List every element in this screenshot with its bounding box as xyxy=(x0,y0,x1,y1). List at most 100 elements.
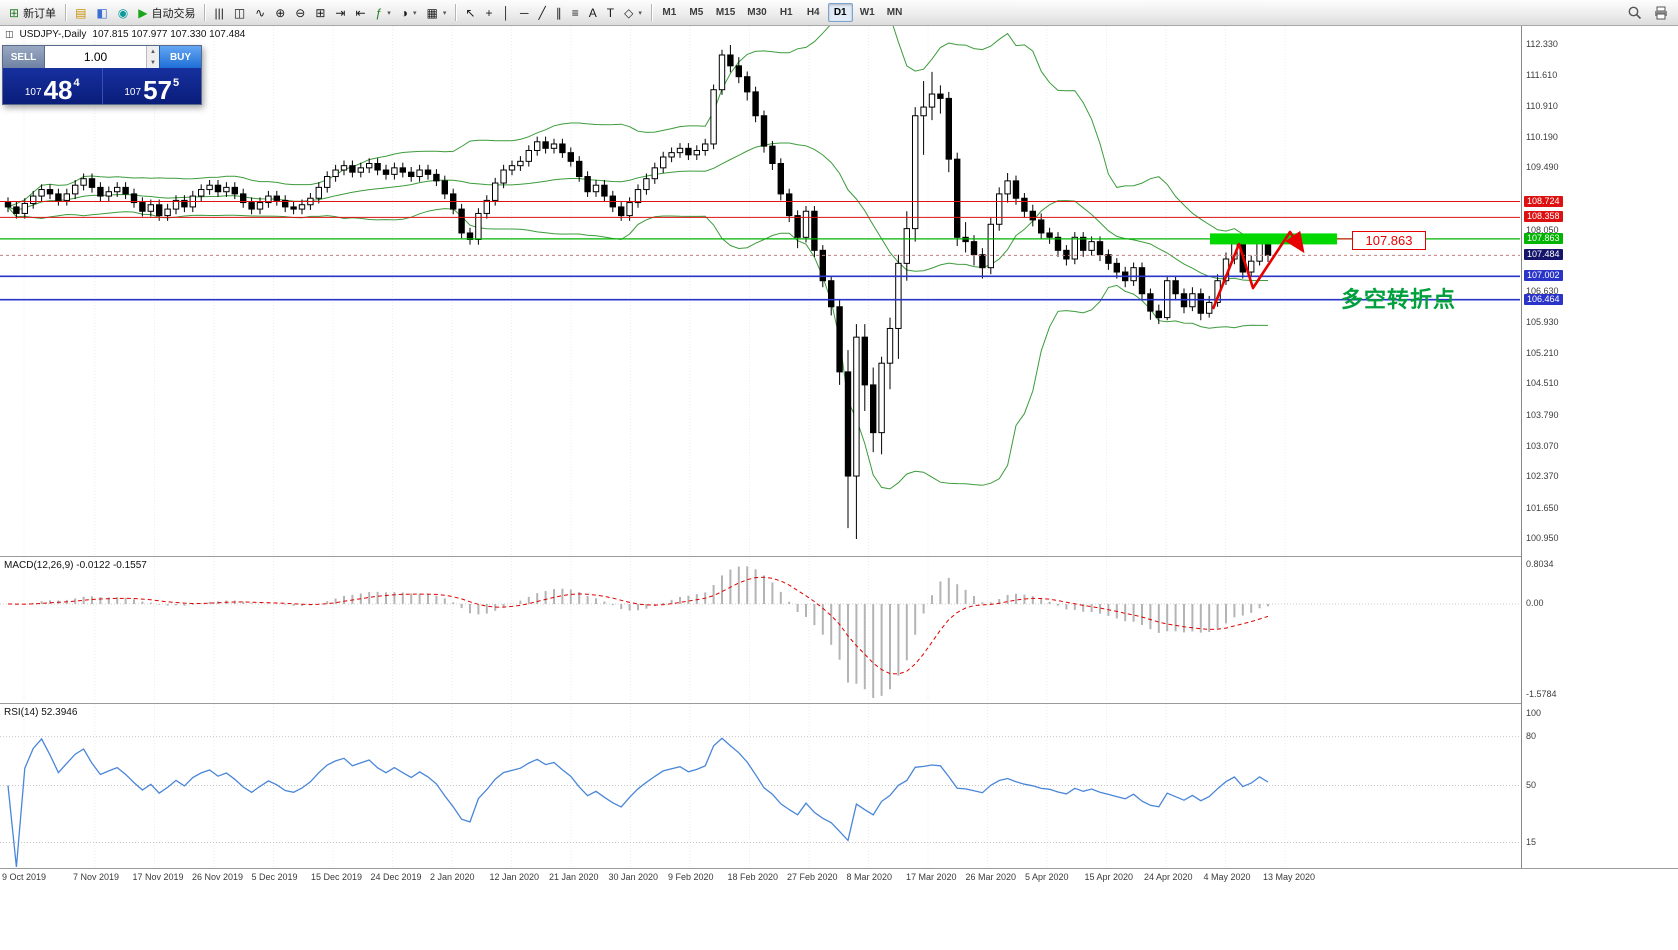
new-chart-button[interactable]: ▤ xyxy=(70,3,91,23)
fibonacci-button[interactable]: ≡ xyxy=(567,3,584,23)
date-axis-label: 21 Jan 2020 xyxy=(549,872,599,882)
horizontal-line-button[interactable]: ─ xyxy=(515,3,534,23)
shapes-icon: ◇ xyxy=(624,5,634,20)
date-axis-label: 4 May 2020 xyxy=(1203,872,1251,882)
volume-stepper[interactable]: ▲ ▼ xyxy=(146,46,159,68)
channel-button[interactable]: ∥ xyxy=(551,3,567,23)
candle xyxy=(996,193,1003,225)
candle xyxy=(937,93,944,99)
rsi-panel[interactable] xyxy=(0,704,1520,867)
date-axis[interactable]: 9 Oct 2019 7 Nov 2019 17 Nov 2019 26 Nov 20… xyxy=(0,870,1520,888)
candle xyxy=(970,241,978,256)
candle xyxy=(290,206,297,210)
chart-shift-icon: ⇤ xyxy=(355,5,366,20)
price-axis-label: 101.650 xyxy=(1526,502,1559,513)
new-order-button[interactable]: ⊞ 新订单 xyxy=(4,3,61,23)
candle xyxy=(668,152,675,158)
candle xyxy=(601,184,608,197)
candle xyxy=(147,204,155,212)
chevron-down-icon: ▾ xyxy=(638,9,642,17)
timeframe-button-M1[interactable]: M1 xyxy=(657,3,682,22)
volume-input[interactable] xyxy=(45,46,146,68)
candle xyxy=(21,202,29,214)
cursor-button[interactable]: ↖ xyxy=(460,3,480,23)
macd-histogram xyxy=(15,566,1269,698)
timeframe-button-MN[interactable]: MN xyxy=(882,3,908,22)
timeframe-button-H1[interactable]: H1 xyxy=(774,3,799,22)
candle xyxy=(592,184,600,193)
vertical-line-button[interactable]: │ xyxy=(497,3,515,23)
indicators-button[interactable]: ƒ ▾ xyxy=(371,3,396,23)
candle xyxy=(223,186,230,193)
price-flag-label[interactable]: 107.863 xyxy=(1352,231,1426,250)
date-axis-label: 5 Dec 2019 xyxy=(251,872,298,882)
panel-separator[interactable] xyxy=(0,703,1678,704)
auto-trading-icon: ▶ xyxy=(138,5,148,20)
candle xyxy=(256,202,264,210)
candle xyxy=(903,228,910,264)
candle xyxy=(324,176,331,188)
sell-button[interactable]: SELL xyxy=(3,46,45,68)
candle xyxy=(534,141,541,151)
candle xyxy=(206,184,213,191)
candle xyxy=(214,184,222,193)
chart-header: ◫ USDJPY-,Daily 107.815 107.977 107.330 … xyxy=(5,29,245,40)
candle xyxy=(1038,219,1045,234)
label-button[interactable]: T xyxy=(602,3,619,23)
candle xyxy=(1113,262,1120,273)
buy-price[interactable]: 107 57 5 xyxy=(102,68,201,104)
market-watch-icon: ◉ xyxy=(117,5,129,20)
tile-windows-icon: ⊞ xyxy=(315,5,326,20)
auto-trading-button[interactable]: ▶ 自动交易 xyxy=(133,3,200,23)
auto-scroll-button[interactable]: ⇥ xyxy=(330,3,350,23)
tile-windows-button[interactable]: ⊞ xyxy=(310,3,330,23)
timeframe-button-M5[interactable]: M5 xyxy=(684,3,709,22)
trendline-button[interactable]: ╱ xyxy=(533,3,550,23)
candle xyxy=(164,208,171,217)
volume-up-icon[interactable]: ▲ xyxy=(147,46,159,57)
main-chart[interactable] xyxy=(0,26,1520,556)
sell-price[interactable]: 107 48 4 xyxy=(3,68,103,104)
auto-trading-label: 自动交易 xyxy=(151,7,196,20)
zoom-out-button[interactable]: ⊖ xyxy=(290,3,310,23)
market-watch-button[interactable]: ◉ xyxy=(113,3,133,23)
profiles-button[interactable]: ◧ xyxy=(91,3,112,23)
bar-chart-button[interactable]: ||| xyxy=(209,3,228,23)
vertical-gridlines xyxy=(23,558,1286,702)
timeframe-button-M15[interactable]: M15 xyxy=(711,3,740,22)
text-button[interactable]: A xyxy=(584,3,602,23)
macd-panel[interactable] xyxy=(0,558,1520,702)
templates-button[interactable]: ▦ ▾ xyxy=(422,3,452,23)
candle xyxy=(315,186,323,199)
highlight-box xyxy=(1210,233,1337,245)
panel-separator[interactable] xyxy=(0,556,1678,557)
candle xyxy=(861,336,868,386)
price-axis-label: 110.190 xyxy=(1526,131,1558,142)
candle xyxy=(987,223,994,269)
candle xyxy=(643,178,650,191)
chart-shift-button[interactable]: ⇤ xyxy=(350,3,370,23)
timeframe-button-W1[interactable]: W1 xyxy=(855,3,880,22)
timeframe-button-M30[interactable]: M30 xyxy=(742,3,771,22)
vertical-gridlines xyxy=(23,26,1286,556)
periods-button[interactable]: ◑ ▾ xyxy=(396,3,422,23)
search-button[interactable] xyxy=(1622,3,1648,23)
candle xyxy=(886,327,894,364)
buy-button[interactable]: BUY xyxy=(159,46,201,68)
price-axis[interactable]: 112.330 111.610 110.910 110.190 109.490 108.0… xyxy=(1521,26,1678,868)
timeframe-button-H4[interactable]: H4 xyxy=(801,3,826,22)
timeframe-button-D1[interactable]: D1 xyxy=(827,3,853,22)
price-axis-label: 106.630 xyxy=(1526,286,1559,297)
crosshair-button[interactable]: + xyxy=(480,3,497,23)
zoom-in-button[interactable]: ⊕ xyxy=(270,3,290,23)
candle xyxy=(752,91,759,117)
price-axis-label: 100.950 xyxy=(1526,533,1559,543)
line-chart-button[interactable]: ∿ xyxy=(250,3,270,23)
candle xyxy=(1021,197,1028,212)
print-button[interactable] xyxy=(1648,3,1674,23)
shapes-button[interactable]: ◇ ▾ xyxy=(619,3,647,23)
candlestick-chart-button[interactable]: ◫ xyxy=(229,3,250,23)
volume-down-icon[interactable]: ▼ xyxy=(147,57,159,68)
candle xyxy=(1138,267,1146,295)
candle xyxy=(1206,301,1213,314)
